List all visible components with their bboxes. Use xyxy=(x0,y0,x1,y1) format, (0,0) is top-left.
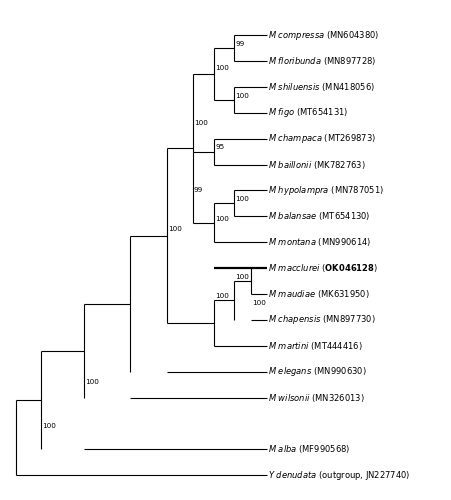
Text: $\it{M}$ $\it{compressa}$ (MN604380): $\it{M}$ $\it{compressa}$ (MN604380) xyxy=(268,28,379,42)
Text: $\it{M}$ $\it{balansae}$ (MT654130): $\it{M}$ $\it{balansae}$ (MT654130) xyxy=(268,210,370,222)
Text: $\it{M}$ $\it{alba}$ (MF990568): $\it{M}$ $\it{alba}$ (MF990568) xyxy=(268,444,350,456)
Text: 100: 100 xyxy=(85,378,99,384)
Text: $\it{Y}$ $\it{denudata}$ (outgroup, JN227740): $\it{Y}$ $\it{denudata}$ (outgroup, JN22… xyxy=(268,468,410,481)
Text: 99: 99 xyxy=(235,41,244,47)
Text: $\it{M}$ $\it{elegans}$ (MN990630): $\it{M}$ $\it{elegans}$ (MN990630) xyxy=(268,365,366,378)
Text: $\bf{\it{M}}$ $\bf{\it{macclurei}}$ ($\bf{OK046128}$): $\bf{\it{M}}$ $\bf{\it{macclurei}}$ ($\b… xyxy=(268,262,377,274)
Text: 100: 100 xyxy=(235,196,249,202)
Text: $\it{M}$ $\it{martini}$ (MT444416): $\it{M}$ $\it{martini}$ (MT444416) xyxy=(268,340,362,351)
Text: 100: 100 xyxy=(42,422,56,428)
Text: $\it{M}$ $\it{chapensis}$ (MN897730): $\it{M}$ $\it{chapensis}$ (MN897730) xyxy=(268,314,375,326)
Text: 100: 100 xyxy=(215,216,229,222)
Text: 100: 100 xyxy=(235,92,249,98)
Text: 100: 100 xyxy=(235,274,249,280)
Text: 99: 99 xyxy=(193,187,202,193)
Text: 100: 100 xyxy=(168,226,182,232)
Text: $\it{M}$ $\it{figo}$ (MT654131): $\it{M}$ $\it{figo}$ (MT654131) xyxy=(268,106,348,120)
Text: 100: 100 xyxy=(193,120,207,126)
Text: $\it{M}$ $\it{floribunda}$ (MN897728): $\it{M}$ $\it{floribunda}$ (MN897728) xyxy=(268,55,376,67)
Text: $\it{M}$ $\it{maudiae}$ (MK631950): $\it{M}$ $\it{maudiae}$ (MK631950) xyxy=(268,288,369,300)
Text: $\it{M}$ $\it{montana}$ (MN990614): $\it{M}$ $\it{montana}$ (MN990614) xyxy=(268,236,371,248)
Text: $\it{M}$ $\it{hypolampra}$ (MN787051): $\it{M}$ $\it{hypolampra}$ (MN787051) xyxy=(268,184,383,197)
Text: 95: 95 xyxy=(215,144,224,150)
Text: 100: 100 xyxy=(215,66,229,71)
Text: $\it{M}$ $\it{shiluensis}$ (MN418056): $\it{M}$ $\it{shiluensis}$ (MN418056) xyxy=(268,81,374,93)
Text: $\it{M}$ $\it{champaca}$ (MT269873): $\it{M}$ $\it{champaca}$ (MT269873) xyxy=(268,132,376,145)
Text: 100: 100 xyxy=(252,300,266,306)
Text: $\it{M}$ $\it{baillonii}$ (MK782763): $\it{M}$ $\it{baillonii}$ (MK782763) xyxy=(268,158,365,170)
Text: $\it{M}$ $\it{wilsonii}$ (MN326013): $\it{M}$ $\it{wilsonii}$ (MN326013) xyxy=(268,392,364,404)
Text: 100: 100 xyxy=(215,293,229,299)
